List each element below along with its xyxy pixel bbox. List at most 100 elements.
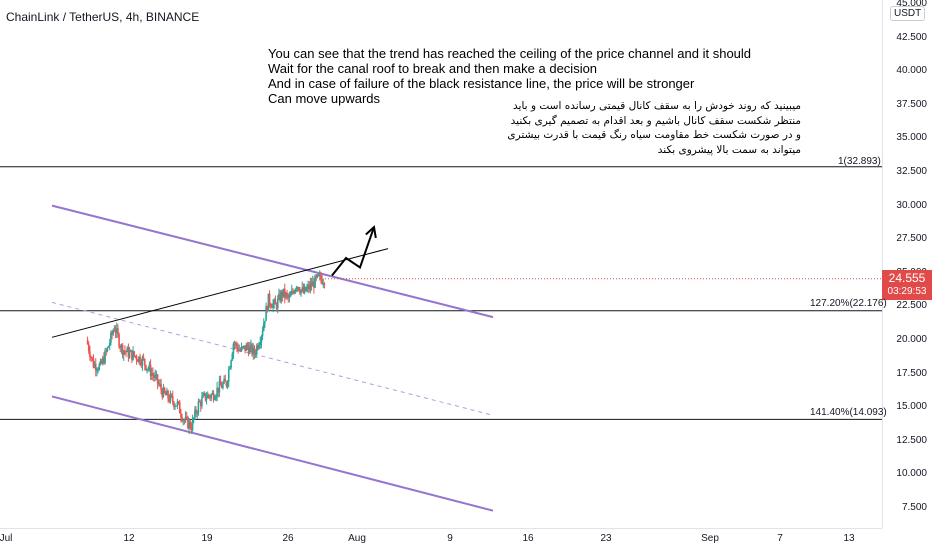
candle-body [271,306,273,308]
english-annotation[interactable]: You can see that the trend has reached t… [268,46,752,106]
candle-body [98,364,101,370]
candle-body [217,387,220,393]
projection-arrow-head[interactable] [365,225,377,239]
candle-body [233,343,236,345]
candle-body [128,351,131,358]
candle-body [323,283,326,285]
candle-body [313,281,315,288]
candle-body [92,358,95,368]
candle-body [296,287,299,289]
candle-body [229,367,231,370]
time-tick-label: 19 [201,533,213,544]
bar-countdown: 03:29:53 [887,286,927,297]
candle-body [126,347,129,353]
candle-body [316,274,319,278]
trendline-channel-mid-dashed[interactable] [51,301,494,416]
candle-body [188,421,190,429]
fib-label-141: 141.40%(14.093) [810,407,887,418]
candle-body [199,401,202,407]
last-price-badge: 24.555 03:29:53 [882,270,932,300]
candle-body [210,394,213,398]
price-tick-label: 32.500 [896,166,927,177]
candle-body [219,381,222,386]
candle-body [187,417,189,429]
candle-body [86,340,89,345]
price-tick-label: 15.000 [896,401,927,413]
time-scale[interactable]: Jul 12 19 26 Aug 9 16 23 Sep 7 13 [0,528,882,551]
candle-body [174,405,176,407]
candle-body [182,419,185,421]
candle-body [304,286,307,291]
candle-body [146,368,148,370]
candle-body [246,344,249,347]
candle-body [253,347,256,355]
candle-body [168,398,171,402]
candle-body [240,346,243,351]
candle-body [279,294,281,302]
candle-body [232,343,235,355]
candle-body [145,364,147,370]
time-tick-label: 9 [447,533,453,544]
candle-body [251,344,253,355]
candle-body [225,381,228,387]
candle-body [157,383,160,385]
time-tick-label: Sep [701,533,719,544]
candle-body [142,357,145,360]
trendline-black-resistance[interactable] [51,248,389,338]
fib-label-127: 127.20%(22.176) [810,298,887,309]
candle-body [90,357,92,359]
price-tick-label: 45.000 [896,0,927,9]
candle-body [273,299,276,304]
candle-body [252,347,255,355]
price-tick-label: 17.500 [896,367,927,379]
candle-body [297,287,300,291]
persian-annotation[interactable]: میبینید که روند خودش را به سقف کانال قیم… [507,100,801,156]
candle-body [89,351,91,358]
candle-body [159,384,161,386]
candle-body [241,346,244,348]
time-tick-label: 26 [282,533,294,544]
price-scale[interactable]: 45.000 42.500 40.000 37.500 35.000 32.500 30.0… [882,0,932,528]
candle-body [208,394,210,397]
price-tick-label: 37.500 [896,98,927,110]
time-tick-label: 23 [600,533,612,544]
candle-body [191,418,194,431]
candle-body [230,360,232,368]
candle-body [135,356,138,361]
candle-body [307,284,309,288]
candle-body [149,364,152,376]
currency-badge[interactable]: USDT [890,6,926,21]
trendline-channel-top[interactable] [51,204,494,319]
candle-body [309,283,312,290]
candle-body [189,421,192,428]
candle-body [132,351,134,360]
price-tick-label: 12.500 [896,434,927,446]
candle-body [320,275,322,280]
candle-body [216,387,218,397]
candle-body [105,350,108,352]
candle-body [181,417,183,421]
projection-arrow-path[interactable] [331,226,375,277]
candle-body [103,357,105,364]
candle-body [222,383,224,388]
candle-body [154,375,157,378]
candle-body [238,349,241,352]
candle-body [177,401,180,403]
candle-body [250,344,252,347]
candle-body [322,283,325,285]
candle-body [231,354,234,361]
candle-body [293,291,295,294]
candle-body [254,354,257,356]
candle-body [317,274,320,276]
candle-body [127,347,130,358]
candle-body [194,409,196,418]
candle-body [176,401,179,406]
candle-body [301,287,304,290]
candle-body [223,378,225,384]
candle-body [111,332,113,335]
time-tick-label: 12 [123,533,135,544]
candle-body [202,394,204,398]
candle-body [282,288,285,296]
trendline-channel-bottom[interactable] [51,395,494,512]
